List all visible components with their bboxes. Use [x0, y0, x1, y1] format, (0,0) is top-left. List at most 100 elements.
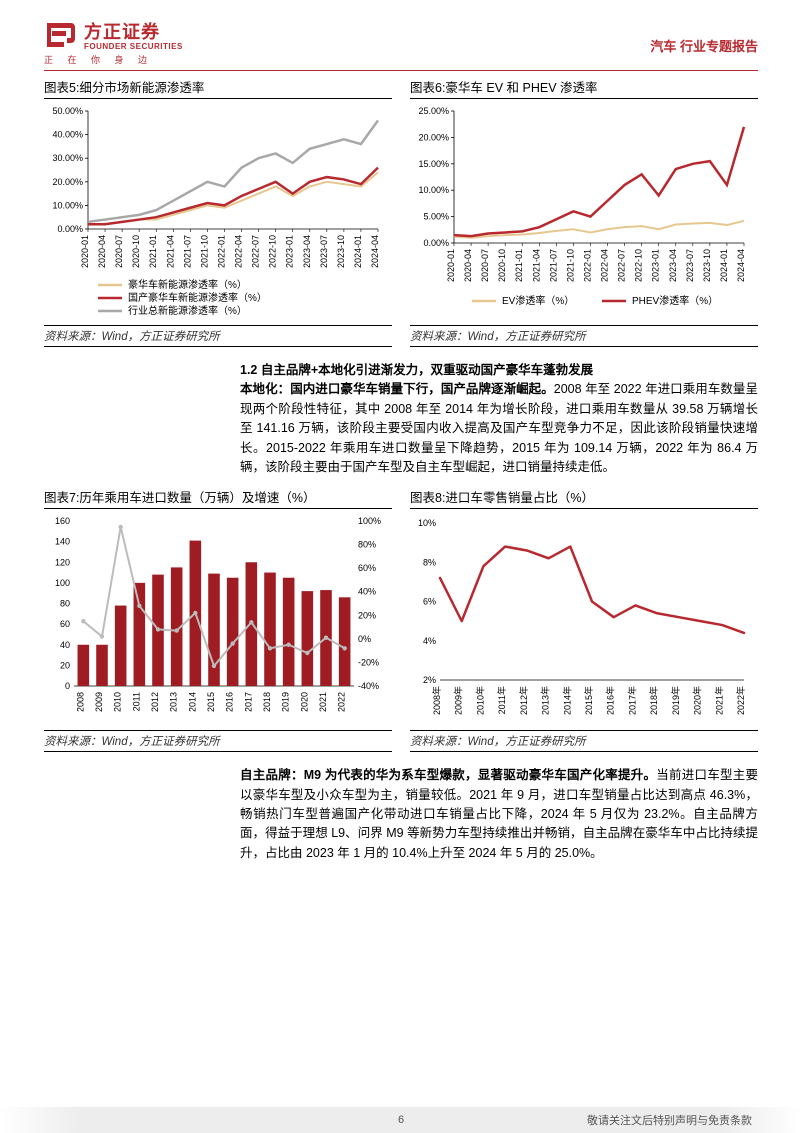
chart6-svg: 0.00%5.00%10.00%15.00%20.00%25.00%2020-0…: [410, 103, 758, 323]
svg-text:80: 80: [60, 599, 70, 609]
svg-text:20: 20: [60, 661, 70, 671]
svg-text:2022年: 2022年: [735, 686, 746, 715]
svg-text:10.00%: 10.00%: [52, 200, 83, 210]
section-brand-lead: 自主品牌：M9 为代表的华为系车型爆款，显著驱动豪华车国产化率提升。: [240, 768, 656, 782]
svg-text:PHEV渗透率（%）: PHEV渗透率（%）: [632, 294, 718, 307]
svg-text:20.00%: 20.00%: [418, 132, 449, 142]
svg-text:2016: 2016: [225, 692, 235, 712]
svg-text:2022-10: 2022-10: [268, 235, 278, 268]
page-footer: 6 敬请关注文后特别声明与免责条款: [0, 1107, 802, 1133]
svg-text:2013: 2013: [169, 692, 179, 712]
svg-text:-40%: -40%: [358, 681, 379, 691]
svg-text:2008年: 2008年: [431, 686, 442, 715]
svg-text:20%: 20%: [358, 611, 376, 621]
chart6-source: 资料来源：Wind，方正证券研究所: [410, 325, 758, 347]
svg-text:2010年: 2010年: [474, 686, 485, 715]
svg-text:2020-01: 2020-01: [80, 235, 90, 268]
chart5-box: 0.00%10.00%20.00%30.00%40.00%50.00%2020-…: [44, 98, 392, 323]
chart6-title: 图表6:豪华车 EV 和 PHEV 渗透率: [410, 77, 758, 96]
svg-text:2023-04: 2023-04: [302, 235, 312, 268]
svg-text:2019: 2019: [281, 692, 291, 712]
svg-text:2011: 2011: [131, 692, 141, 711]
svg-text:2021-04: 2021-04: [165, 235, 175, 268]
svg-text:80%: 80%: [358, 540, 376, 550]
svg-text:50.00%: 50.00%: [52, 106, 83, 116]
svg-text:2023-01: 2023-01: [285, 235, 295, 268]
svg-text:6%: 6%: [423, 597, 436, 607]
svg-text:2017年: 2017年: [626, 686, 637, 715]
svg-text:2021-01: 2021-01: [514, 249, 524, 282]
svg-text:2021年: 2021年: [713, 686, 724, 715]
svg-text:4%: 4%: [423, 636, 436, 646]
svg-text:国产豪华车新能源渗透率（%）: 国产豪华车新能源渗透率（%）: [128, 291, 267, 304]
doc-type-label: 汽车 行业专题报告: [650, 36, 758, 55]
svg-text:2020-10: 2020-10: [131, 235, 141, 268]
svg-text:2014: 2014: [187, 692, 197, 712]
chart8-title: 图表8:进口车零售销量占比（%）: [410, 487, 758, 506]
svg-text:2021-07: 2021-07: [182, 235, 192, 268]
chart5-svg: 0.00%10.00%20.00%30.00%40.00%50.00%2020-…: [44, 103, 392, 323]
svg-text:25.00%: 25.00%: [418, 106, 449, 116]
section-12-title: 1.2 自主品牌+本地化引进渐发力，双重驱动国产豪华车蓬勃发展: [240, 363, 593, 377]
header-divider: [44, 70, 758, 71]
svg-text:160: 160: [55, 516, 70, 526]
svg-text:2022-01: 2022-01: [216, 235, 226, 268]
svg-text:2024-04: 2024-04: [370, 235, 380, 268]
svg-text:豪华车新能源渗透率（%）: 豪华车新能源渗透率（%）: [128, 278, 247, 291]
chart8-svg: 2%4%6%8%10%2008年2009年2010年2011年2012年2013…: [410, 513, 758, 728]
svg-text:15.00%: 15.00%: [418, 159, 449, 169]
svg-text:0%: 0%: [358, 634, 371, 644]
svg-text:40: 40: [60, 640, 70, 650]
svg-text:5.00%: 5.00%: [423, 212, 449, 222]
svg-text:2022-07: 2022-07: [251, 235, 261, 268]
svg-text:2011年: 2011年: [496, 686, 507, 714]
svg-text:EV渗透率（%）: EV渗透率（%）: [502, 294, 574, 307]
svg-text:2018年: 2018年: [648, 686, 659, 715]
svg-text:30.00%: 30.00%: [52, 153, 83, 163]
svg-text:120: 120: [55, 558, 70, 568]
svg-text:2009: 2009: [94, 692, 104, 712]
svg-text:2024-04: 2024-04: [736, 249, 746, 282]
svg-text:2013年: 2013年: [540, 686, 551, 715]
svg-text:2022-10: 2022-10: [634, 249, 644, 282]
section-brand-text: 自主品牌：M9 为代表的华为系车型爆款，显著驱动豪华车国产化率提升。当前进口车型…: [240, 766, 758, 863]
chart7-source: 资料来源：Wind，方正证券研究所: [44, 730, 392, 752]
brand-tagline: 正 在 你 身 边: [44, 53, 183, 66]
chart8-box: 2%4%6%8%10%2008年2009年2010年2011年2012年2013…: [410, 508, 758, 728]
svg-text:2022: 2022: [337, 692, 347, 712]
brand-logo-block: 方正证券 FOUNDER SECURITIES 正 在 你 身 边: [44, 18, 183, 66]
svg-text:60: 60: [60, 619, 70, 629]
brand-name-cn: 方正证券: [84, 22, 160, 42]
svg-text:2012: 2012: [150, 692, 160, 712]
svg-text:8%: 8%: [423, 558, 436, 568]
svg-text:2021: 2021: [318, 692, 328, 712]
brand-logo-icon: [44, 20, 78, 50]
svg-text:2015: 2015: [206, 692, 216, 712]
chart5-source: 资料来源：Wind，方正证券研究所: [44, 325, 392, 347]
svg-text:100: 100: [55, 578, 70, 588]
svg-text:2021-04: 2021-04: [531, 249, 541, 282]
svg-text:40.00%: 40.00%: [52, 130, 83, 140]
svg-text:2020-07: 2020-07: [114, 235, 124, 268]
chart5-title: 图表5:细分市场新能源渗透率: [44, 77, 392, 96]
svg-text:2018: 2018: [262, 692, 272, 712]
page-number: 6: [398, 1114, 404, 1126]
section-12-lead: 本地化：国内进口豪华车销量下行，国产品牌逐渐崛起。: [240, 382, 554, 396]
svg-text:20.00%: 20.00%: [52, 177, 83, 187]
svg-text:2023-01: 2023-01: [651, 249, 661, 282]
svg-text:2009年: 2009年: [453, 686, 464, 715]
svg-text:2022-07: 2022-07: [617, 249, 627, 282]
svg-text:2008: 2008: [75, 692, 85, 712]
svg-text:2020-10: 2020-10: [497, 249, 507, 282]
svg-text:行业总新能源渗透率（%）: 行业总新能源渗透率（%）: [128, 304, 247, 317]
svg-text:2022-04: 2022-04: [600, 249, 610, 282]
svg-text:2021-10: 2021-10: [199, 235, 209, 268]
svg-text:40%: 40%: [358, 587, 376, 597]
svg-text:0: 0: [65, 681, 70, 691]
svg-text:-20%: -20%: [358, 658, 379, 668]
svg-text:2020-04: 2020-04: [463, 249, 473, 282]
svg-text:2021-07: 2021-07: [548, 249, 558, 282]
svg-text:2020-01: 2020-01: [446, 249, 456, 282]
svg-text:0.00%: 0.00%: [423, 238, 449, 248]
chart7-svg: 020406080100120140160-40%-20%0%20%40%60%…: [44, 513, 392, 728]
